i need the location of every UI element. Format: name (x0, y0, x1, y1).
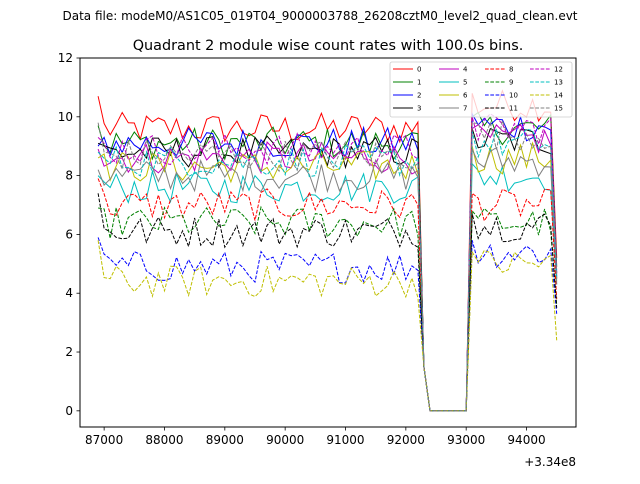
x-tick-label: 87000 (85, 433, 123, 447)
legend-label-5: 5 (463, 79, 467, 87)
legend-label-8: 8 (509, 66, 513, 74)
legend-label-4: 4 (463, 66, 468, 74)
x-tick-label: 88000 (145, 433, 183, 447)
y-tick-label: 12 (58, 51, 73, 65)
x-tick-label: 92000 (387, 433, 425, 447)
legend-label-2: 2 (417, 92, 421, 100)
series-line-9 (98, 205, 558, 412)
series-line-5 (97, 162, 558, 412)
series-line-3 (97, 128, 558, 412)
legend-label-13: 13 (554, 79, 563, 87)
axes-frame (79, 57, 577, 428)
y-tick-label: 8 (65, 169, 73, 183)
series-line-11 (97, 193, 558, 412)
legend-label-0: 0 (417, 66, 421, 74)
series-line-12 (97, 113, 558, 412)
legend-label-12: 12 (554, 66, 563, 74)
y-axis: 0 2 4 6 8 10 12 (58, 51, 80, 418)
x-tick-label: 89000 (206, 433, 244, 447)
legend-label-3: 3 (417, 105, 421, 113)
x-tick-label: 93000 (447, 433, 485, 447)
y-tick-label: 2 (65, 345, 73, 359)
legend-label-11: 11 (509, 105, 518, 113)
series-line-14 (97, 240, 558, 412)
series-line-2 (97, 112, 558, 412)
legend-label-9: 9 (509, 79, 513, 87)
x-tick-label: 91000 (326, 433, 364, 447)
y-tick-label: 4 (65, 286, 73, 300)
series-line-0 (97, 89, 558, 412)
series-line-10 (97, 237, 558, 412)
y-tick-label: 6 (65, 227, 73, 241)
series-line-13 (97, 128, 558, 412)
series-line-7 (97, 146, 558, 412)
legend-label-15: 15 (554, 105, 563, 113)
x-tick-label: 94000 (507, 433, 545, 447)
series-line-4 (97, 123, 558, 412)
legend-label-10: 10 (509, 92, 518, 100)
x-axis: 87000 88000 89000 90000 91000 92000 93000 94000 (85, 427, 546, 447)
legend-label-14: 14 (554, 92, 563, 100)
plot-lines (97, 89, 558, 412)
y-tick-label: 0 (65, 404, 73, 418)
series-line-8 (97, 178, 558, 412)
series-line-6 (97, 141, 558, 412)
y-tick-label: 10 (58, 110, 73, 124)
legend-label-7: 7 (463, 105, 467, 113)
legend-label-1: 1 (417, 79, 421, 87)
x-tick-label: 90000 (266, 433, 304, 447)
legend-box (389, 61, 573, 118)
legend-label-6: 6 (463, 92, 468, 100)
series-line-15 (97, 118, 558, 412)
chart-title: Quadrant 2 module wise count rates with … (133, 38, 524, 54)
x-axis-offset-label: +3.34e8 (524, 455, 576, 469)
figure-suptitle: Data file: modeM0/AS1C05_019T04_90000037… (62, 9, 577, 23)
